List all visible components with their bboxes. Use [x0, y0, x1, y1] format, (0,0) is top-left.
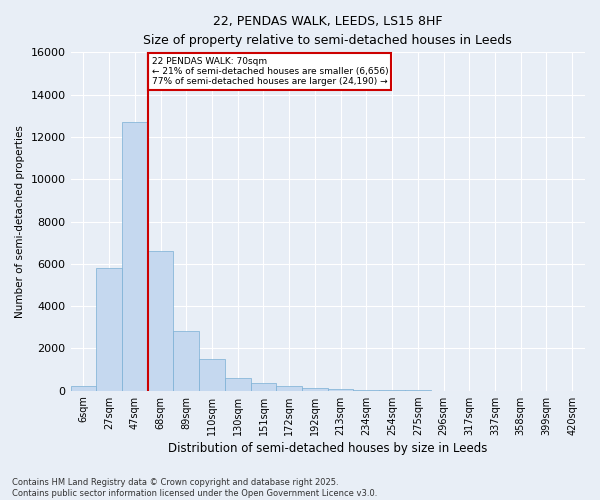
Bar: [122, 122, 148, 390]
Bar: [328, 388, 353, 390]
X-axis label: Distribution of semi-detached houses by size in Leeds: Distribution of semi-detached houses by …: [168, 442, 487, 455]
Bar: [199, 359, 225, 390]
Text: 22 PENDAS WALK: 70sqm
← 21% of semi-detached houses are smaller (6,656)
77% of s: 22 PENDAS WALK: 70sqm ← 21% of semi-deta…: [152, 56, 388, 86]
Bar: [302, 388, 328, 390]
Bar: [71, 386, 96, 390]
Bar: [173, 332, 199, 390]
Bar: [96, 268, 122, 390]
Title: 22, PENDAS WALK, LEEDS, LS15 8HF
Size of property relative to semi-detached hous: 22, PENDAS WALK, LEEDS, LS15 8HF Size of…: [143, 15, 512, 47]
Bar: [225, 378, 251, 390]
Text: Contains HM Land Registry data © Crown copyright and database right 2025.
Contai: Contains HM Land Registry data © Crown c…: [12, 478, 377, 498]
Bar: [277, 386, 302, 390]
Bar: [148, 251, 173, 390]
Bar: [251, 384, 277, 390]
Y-axis label: Number of semi-detached properties: Number of semi-detached properties: [15, 125, 25, 318]
